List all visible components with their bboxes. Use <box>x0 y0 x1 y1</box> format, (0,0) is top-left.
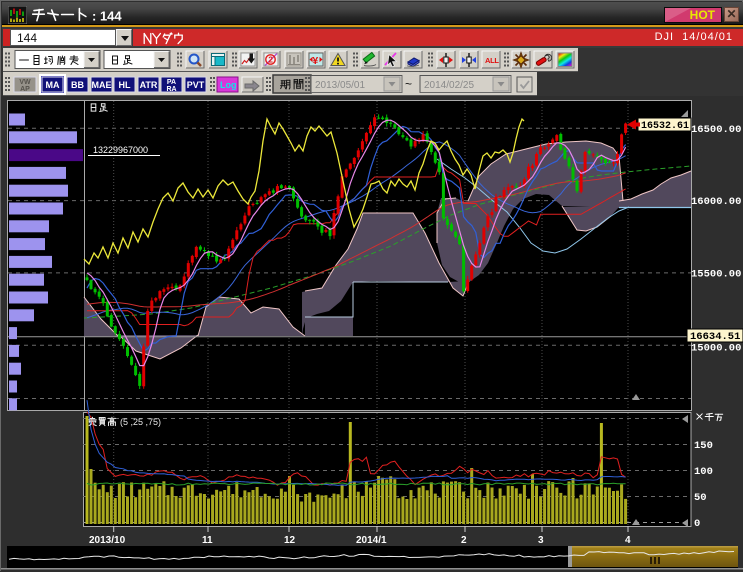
svg-text:ALL: ALL <box>485 56 499 65</box>
svg-text:15000.00: 15000.00 <box>691 343 741 355</box>
svg-text:HL: HL <box>119 80 131 90</box>
svg-text:3: 3 <box>538 535 544 546</box>
svg-text:: 144: : 144 <box>92 9 122 24</box>
svg-text:2014/1: 2014/1 <box>356 535 387 546</box>
svg-text:13229967000: 13229967000 <box>93 145 148 155</box>
svg-text:ATR: ATR <box>140 80 158 90</box>
svg-text:MAE: MAE <box>92 80 112 90</box>
svg-text:16500.00: 16500.00 <box>691 124 741 136</box>
svg-text:PVT: PVT <box>187 80 205 90</box>
svg-text:~: ~ <box>405 77 412 91</box>
svg-text:2: 2 <box>461 535 467 546</box>
svg-text:2: 2 <box>268 55 273 65</box>
svg-text:AP: AP <box>20 86 30 93</box>
svg-text:MA: MA <box>46 80 60 90</box>
svg-text:0: 0 <box>694 518 700 530</box>
svg-text:(5 ,25 ,75): (5 ,25 ,75) <box>120 417 161 427</box>
svg-text:2013/10: 2013/10 <box>89 535 126 546</box>
svg-text:50: 50 <box>694 492 707 504</box>
svg-text:BB: BB <box>71 80 84 90</box>
svg-text:15500.00: 15500.00 <box>691 268 741 280</box>
svg-text:16000.00: 16000.00 <box>691 196 741 208</box>
svg-text:100: 100 <box>694 466 713 478</box>
svg-text:4: 4 <box>625 535 631 546</box>
svg-text:PA: PA <box>167 79 176 86</box>
svg-text:VW: VW <box>19 79 31 86</box>
svg-text:11: 11 <box>202 535 213 546</box>
svg-text:¥: ¥ <box>312 55 318 67</box>
svg-text:12: 12 <box>284 535 296 546</box>
svg-text:Log: Log <box>220 80 237 90</box>
svg-text:16634.51: 16634.51 <box>690 331 740 343</box>
svg-text:2013/05/01: 2013/05/01 <box>315 80 365 91</box>
svg-text:2014/02/25: 2014/02/25 <box>424 80 474 91</box>
svg-text:150: 150 <box>694 440 713 452</box>
svg-text:RA: RA <box>166 86 176 93</box>
svg-text:16532.61: 16532.61 <box>641 121 689 132</box>
